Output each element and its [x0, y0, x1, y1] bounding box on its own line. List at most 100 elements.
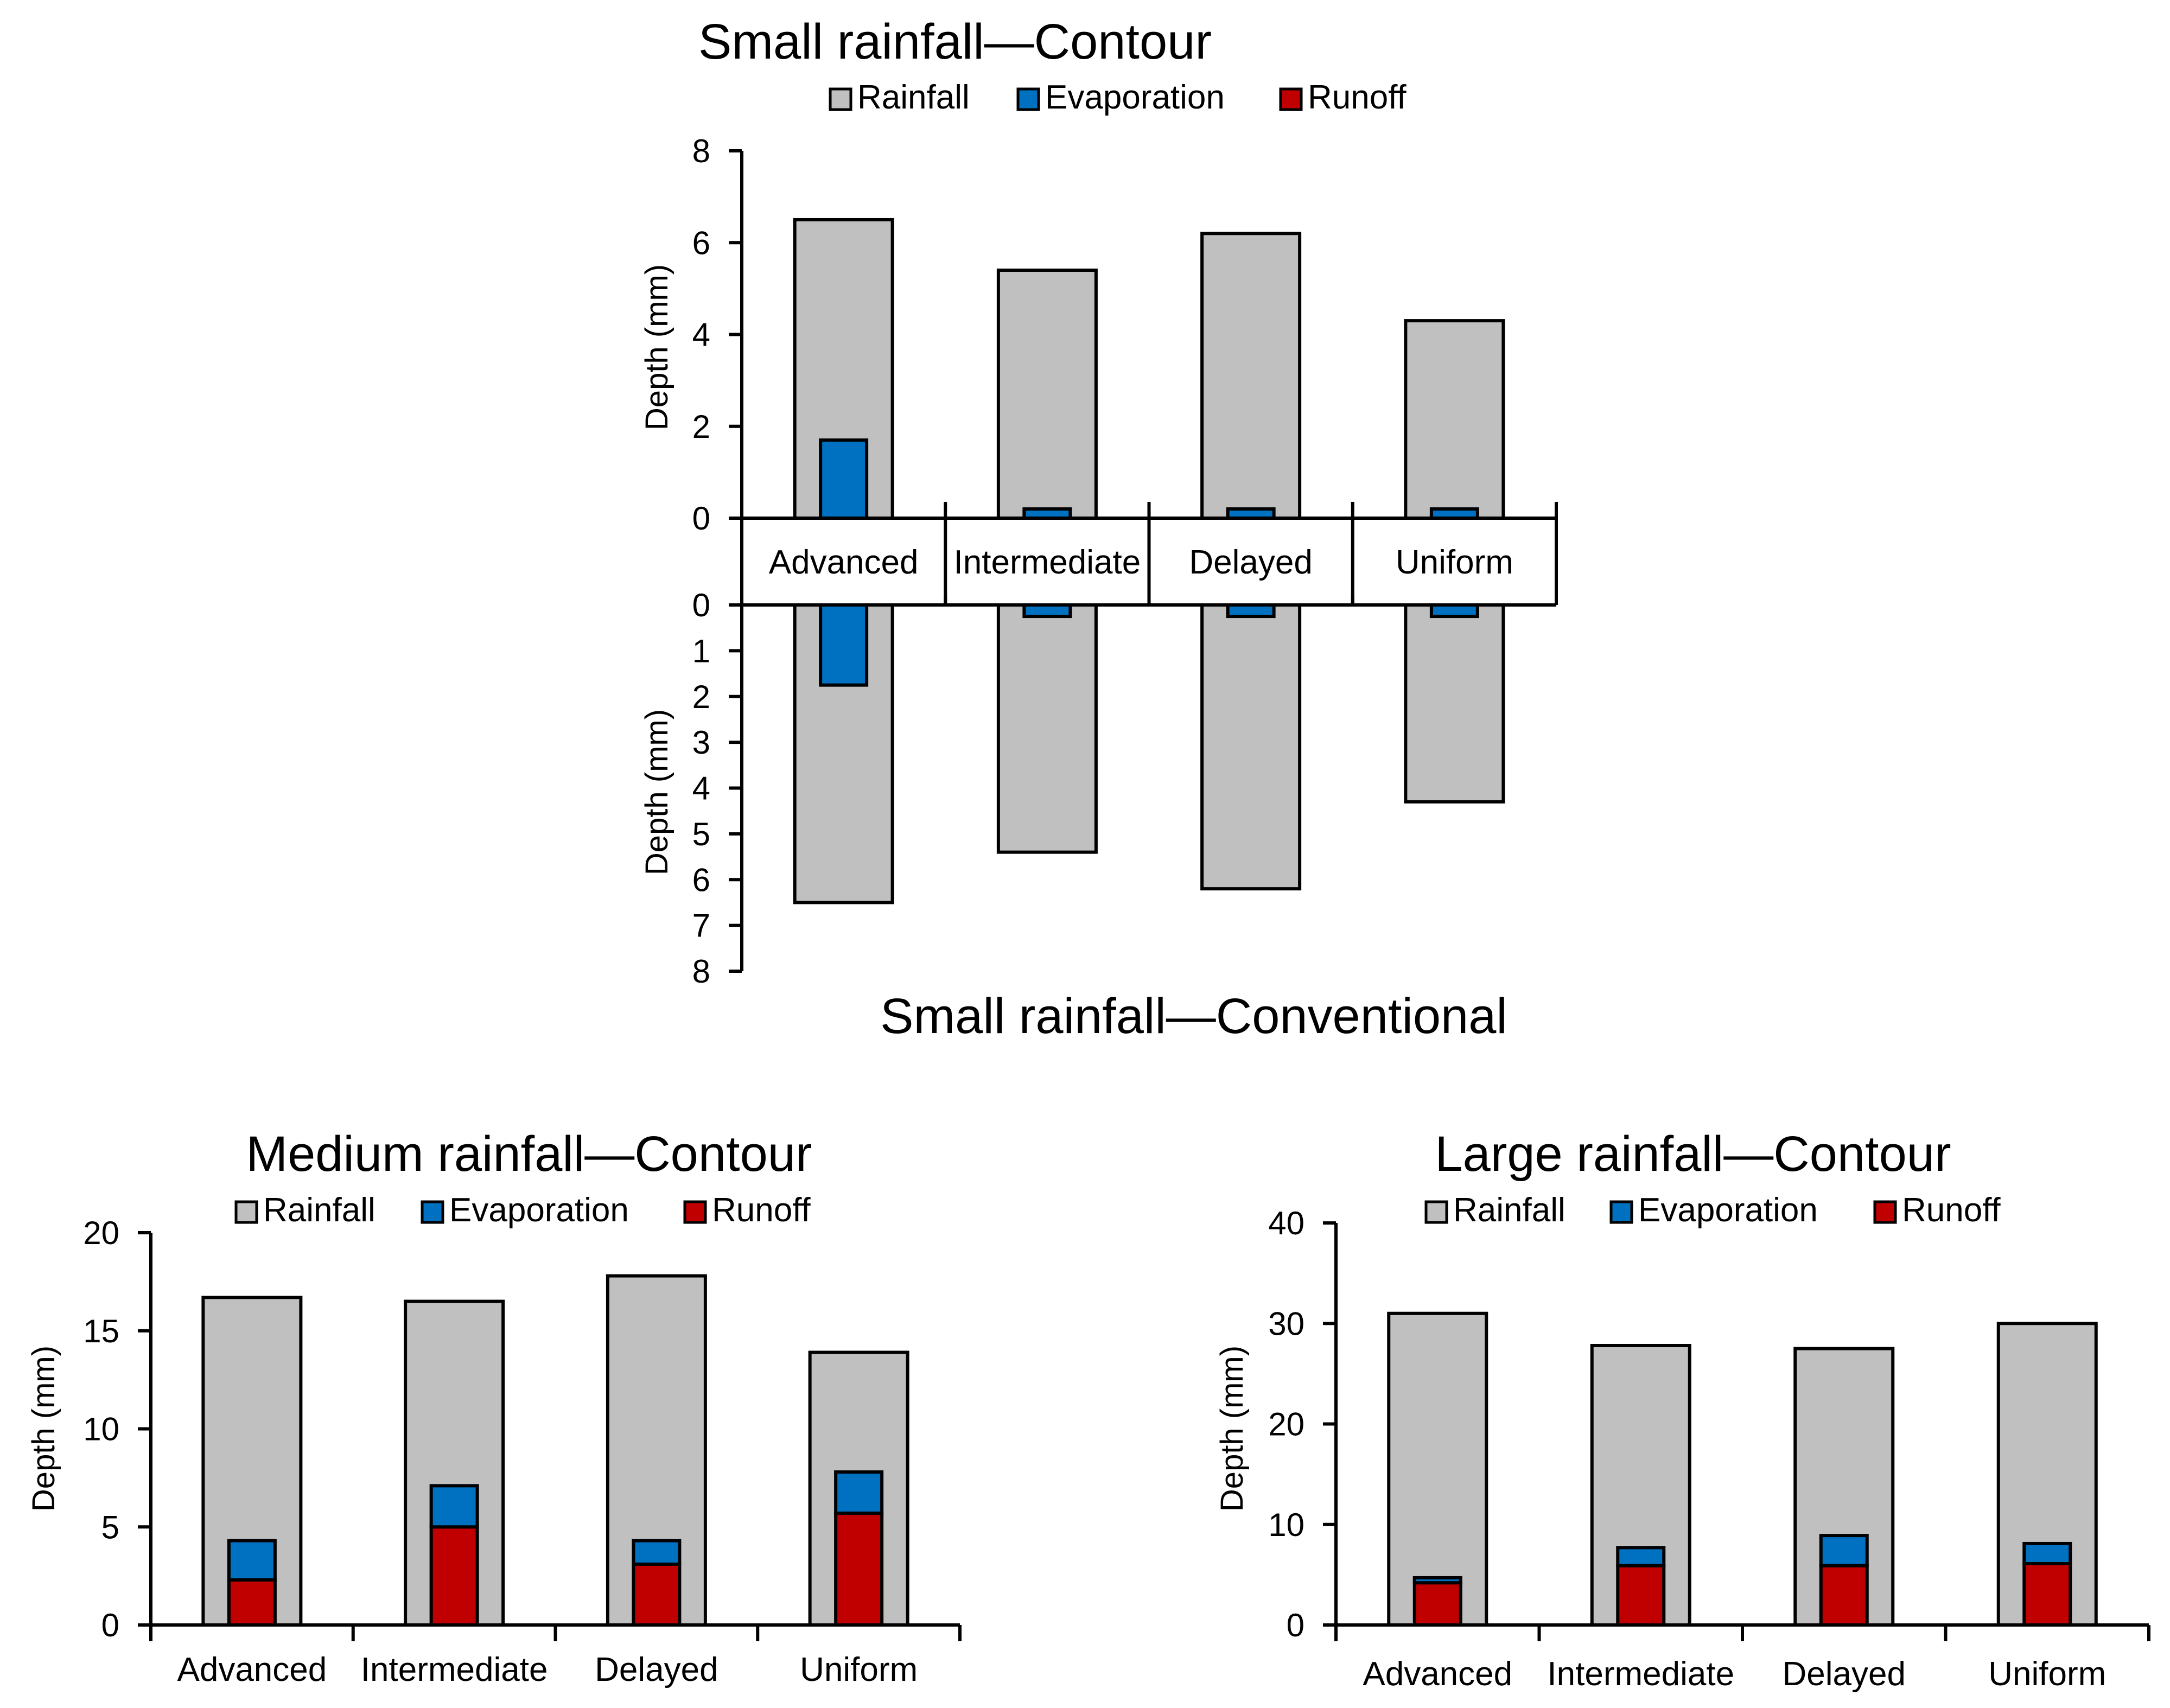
- y-tick-label: 0: [692, 587, 710, 623]
- panel-small-conventional: Small rainfall—Conventional Depth (mm) 0…: [639, 587, 1558, 1044]
- category-label: Advanced: [1363, 1655, 1512, 1693]
- chart-body: 0 2 4 6 8 Advanced Intermediate Delayed Uniform: [692, 133, 1558, 605]
- panel-small-contour: Small rainfall—Contour Rainfall Evaporati…: [639, 14, 1558, 605]
- bar-runoff-delayed: [632, 1562, 682, 1627]
- panel-medium-contour: Medium rainfall—Contour Rainfall Evaporat…: [26, 1126, 962, 1688]
- legend-swatch-rainfall: [829, 87, 852, 111]
- category-label: Advanced: [177, 1651, 327, 1688]
- bar-evaporation-advanced: [1412, 1576, 1462, 1585]
- bar-rainfall-delayed: [1793, 1347, 1895, 1627]
- bar-runoff-intermediate: [1616, 1564, 1666, 1627]
- bar-evaporation-intermediate: [1022, 603, 1072, 619]
- bar-evaporation-delayed: [1819, 1534, 1869, 1567]
- y-tick-label: 5: [692, 816, 710, 852]
- y-tick-label: 6: [692, 225, 710, 261]
- y-axis-label: Depth (mm): [639, 709, 674, 875]
- bar-rainfall-uniform: [1404, 319, 1505, 520]
- bar-rainfall-delayed: [1200, 603, 1302, 891]
- bar-evaporation-intermediate: [1616, 1546, 1666, 1567]
- y-tick-label: 0: [692, 500, 710, 537]
- y-tick-label: 0: [1287, 1607, 1304, 1643]
- bar-rainfall-intermediate: [996, 269, 1098, 520]
- y-tick-label: 10: [1268, 1507, 1304, 1543]
- bar-evaporation-delayed: [1226, 603, 1276, 619]
- bar-evaporation-uniform: [834, 1470, 884, 1515]
- chart-body: 0 1 2 3 4 5 6 7 8: [692, 587, 1558, 990]
- legend-label-runoff: Runoff: [1308, 79, 1407, 116]
- legend: Rainfall Evaporation Runoff: [829, 79, 1407, 116]
- legend-swatch-runoff: [1279, 87, 1303, 111]
- chart-title: Medium rainfall—Contour: [246, 1126, 812, 1182]
- y-axis-label: Depth (mm): [1214, 1346, 1250, 1512]
- y-tick-label: 7: [692, 908, 710, 944]
- bar-evaporation-advanced: [227, 1539, 277, 1582]
- legend-label-rainfall: Rainfall: [263, 1191, 376, 1229]
- bar-evaporation-intermediate: [429, 1484, 479, 1529]
- legend-label-evaporation: Evaporation: [1045, 79, 1225, 116]
- chart-title: Small rainfall—Conventional: [880, 989, 1507, 1044]
- chart-title: Large rainfall—Contour: [1435, 1126, 1951, 1182]
- category-label: Uniform: [1396, 544, 1513, 581]
- y-tick-label: 3: [692, 724, 710, 761]
- bar-runoff-intermediate: [429, 1525, 479, 1627]
- category-label: Uniform: [1988, 1655, 2106, 1693]
- category-label: Uniform: [800, 1651, 918, 1688]
- bar-rainfall-advanced: [1387, 1311, 1488, 1627]
- legend-label-rainfall: Rainfall: [1453, 1191, 1566, 1229]
- y-tick-label: 4: [692, 317, 710, 353]
- legend-label-evaporation: Evaporation: [1638, 1191, 1818, 1229]
- bar-rainfall-delayed: [1200, 232, 1302, 520]
- bar-runoff-delayed: [1819, 1564, 1869, 1627]
- legend-swatch-evaporation: [1016, 87, 1040, 111]
- category-label: Delayed: [1783, 1655, 1906, 1693]
- category-label: Intermediate: [1547, 1655, 1734, 1693]
- y-tick-label: 6: [692, 862, 710, 898]
- y-tick-label: 10: [83, 1411, 119, 1448]
- bar-evaporation-advanced: [819, 603, 869, 687]
- y-tick-label: 1: [692, 633, 710, 669]
- legend-swatch-evaporation: [1609, 1200, 1633, 1224]
- legend-label-evaporation: Evaporation: [449, 1191, 629, 1229]
- bar-runoff-advanced: [1412, 1581, 1462, 1627]
- bar-evaporation-advanced: [819, 438, 869, 520]
- y-tick-label: 40: [1268, 1205, 1304, 1241]
- legend: Rainfall Evaporation Runoff: [234, 1191, 811, 1229]
- y-axis-label: Depth (mm): [26, 1346, 61, 1512]
- chart-body: 0 5 10 15 20 Advanced Intermediate Delayed Unifo…: [83, 1215, 962, 1688]
- legend: Rainfall Evaporation Runoff: [1424, 1191, 2001, 1229]
- bar-rainfall-uniform: [1404, 603, 1505, 804]
- y-tick-label: 15: [83, 1313, 119, 1349]
- category-label: Advanced: [769, 544, 919, 581]
- panel-large-contour: Large rainfall—Contour Rainfall Evaporati…: [1214, 1126, 2150, 1693]
- y-tick-label: 5: [101, 1509, 119, 1545]
- category-label: Intermediate: [954, 544, 1141, 581]
- y-tick-label: 2: [692, 679, 710, 715]
- y-tick-label: 0: [101, 1607, 119, 1643]
- category-label: Intermediate: [361, 1651, 548, 1688]
- legend-swatch-runoff: [683, 1200, 707, 1224]
- legend-swatch-evaporation: [421, 1200, 444, 1224]
- y-tick-label: 2: [692, 409, 710, 445]
- y-axis-label: Depth (mm): [639, 264, 674, 430]
- y-tick-label: 8: [692, 953, 710, 990]
- bar-runoff-advanced: [227, 1578, 277, 1627]
- legend-swatch-rainfall: [234, 1200, 258, 1224]
- legend-label-runoff: Runoff: [712, 1191, 811, 1229]
- category-label: Delayed: [595, 1651, 718, 1688]
- chart-title: Small rainfall—Contour: [698, 14, 1212, 69]
- y-tick-label: 8: [692, 133, 710, 169]
- legend-swatch-rainfall: [1424, 1200, 1448, 1224]
- legend-label-rainfall: Rainfall: [857, 79, 970, 116]
- bar-evaporation-uniform: [1429, 603, 1479, 619]
- y-tick-label: 20: [83, 1215, 119, 1251]
- y-tick-label: 20: [1268, 1406, 1304, 1443]
- bar-runoff-uniform: [2022, 1562, 2072, 1627]
- y-tick-label: 4: [692, 770, 710, 807]
- bar-rainfall-intermediate: [996, 603, 1098, 854]
- legend-swatch-runoff: [1873, 1200, 1897, 1224]
- y-tick-label: 30: [1268, 1305, 1304, 1342]
- legend-label-runoff: Runoff: [1902, 1191, 2001, 1229]
- bar-evaporation-uniform: [2022, 1541, 2072, 1565]
- bar-evaporation-delayed: [632, 1539, 682, 1566]
